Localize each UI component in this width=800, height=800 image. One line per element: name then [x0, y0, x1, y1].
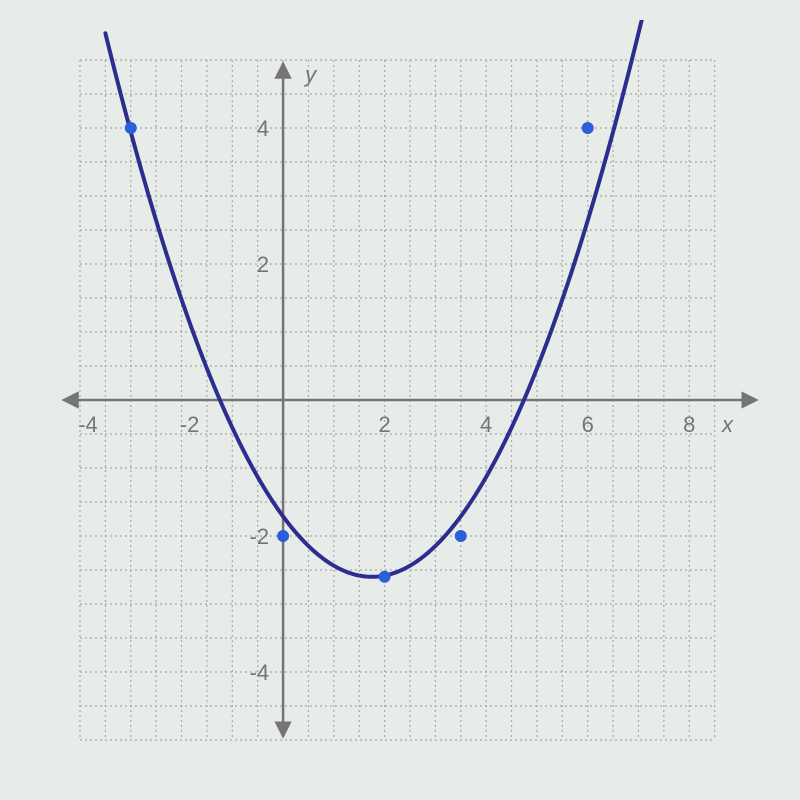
- x-tick-label: -4: [78, 412, 98, 437]
- data-point: [582, 122, 594, 134]
- x-tick-label: 4: [480, 412, 492, 437]
- x-tick-label: 2: [378, 412, 390, 437]
- y-axis-label: y: [303, 62, 318, 87]
- y-tick-label: -2: [250, 524, 270, 549]
- x-axis-label: x: [721, 412, 734, 437]
- chart-container: -4 -2 2 4 6 8 -4 -2 2 4 y x: [0, 0, 800, 800]
- x-tick-label: 6: [582, 412, 594, 437]
- data-point: [379, 571, 391, 583]
- y-tick-label: -4: [250, 660, 270, 685]
- x-tick-label: 8: [683, 412, 695, 437]
- data-point: [277, 530, 289, 542]
- y-tick-label: 2: [257, 252, 269, 277]
- data-point: [455, 530, 467, 542]
- parabola-chart: -4 -2 2 4 6 8 -4 -2 2 4 y x: [20, 20, 780, 780]
- x-tick-label: -2: [180, 412, 200, 437]
- y-tick-label: 4: [257, 116, 269, 141]
- data-point: [125, 122, 137, 134]
